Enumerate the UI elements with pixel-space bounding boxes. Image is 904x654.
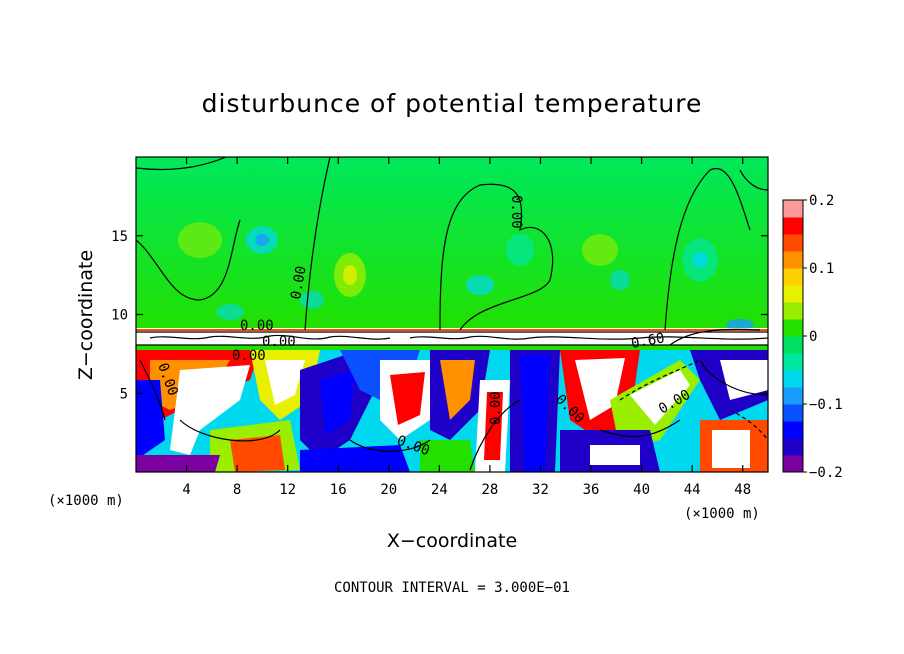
x-tick-label: 48 bbox=[734, 482, 751, 498]
colorbar-tick-label: −0.1 bbox=[809, 397, 843, 413]
x-tick-label: 24 bbox=[431, 482, 448, 498]
y-tick-label: 10 bbox=[111, 308, 128, 324]
colorbar-swatch bbox=[783, 370, 803, 388]
y-tick-label: 5 bbox=[120, 386, 128, 402]
x-tick-label: 8 bbox=[233, 482, 241, 498]
colorbar-swatch bbox=[783, 438, 803, 456]
plot-area: 0.00 0.00 0.00 0.00 0.00 0.00 0.00 0.00 … bbox=[136, 157, 768, 472]
colorbar-swatch bbox=[783, 200, 803, 218]
x-tick-label: 44 bbox=[684, 482, 701, 498]
contour-label: 0.00 bbox=[288, 265, 310, 301]
x-tick-label: 12 bbox=[279, 482, 296, 498]
x-unit-left: (×1000 m) bbox=[48, 493, 124, 509]
colorbar-tick-label: 0.1 bbox=[809, 261, 834, 277]
colorbar-swatch bbox=[783, 217, 803, 235]
y-axis-label: Z−coordinate bbox=[75, 250, 97, 380]
boundary-red-line bbox=[136, 329, 768, 331]
colorbar-tick-label: −0.2 bbox=[809, 465, 843, 481]
colorbar-swatch bbox=[783, 336, 803, 354]
x-tick-label: 36 bbox=[583, 482, 600, 498]
colorbar-swatch bbox=[783, 353, 803, 371]
colorbar-swatch bbox=[783, 302, 803, 320]
boundary-lower-green bbox=[136, 345, 768, 350]
contour-lines bbox=[136, 157, 768, 471]
lower-blobs bbox=[136, 350, 768, 472]
colorbar-swatch bbox=[783, 421, 803, 439]
x-tick-label: 32 bbox=[532, 482, 549, 498]
colorbar-swatch bbox=[783, 285, 803, 303]
colorbar-tick-label: 0.2 bbox=[809, 193, 834, 209]
colorbar-swatch bbox=[783, 404, 803, 422]
x-unit-right: (×1000 m) bbox=[684, 506, 760, 522]
contour-label: 0.00 bbox=[488, 391, 504, 425]
x-tick-label: 4 bbox=[182, 482, 190, 498]
contour-interval-note: CONTOUR INTERVAL = 3.000E−01 bbox=[334, 580, 570, 596]
x-tick-label: 16 bbox=[330, 482, 347, 498]
contour-label: 0.00 bbox=[232, 348, 266, 364]
x-tick-label: 28 bbox=[481, 482, 498, 498]
colorbar-swatch bbox=[783, 319, 803, 337]
colorbar-swatch bbox=[783, 251, 803, 269]
contour-label: 0.00 bbox=[240, 318, 274, 334]
colorbar: 0.2 0.1 0 −0.1 −0.2 bbox=[782, 193, 843, 481]
x-axis-label: X−coordinate bbox=[387, 530, 517, 552]
colorbar-swatch bbox=[783, 268, 803, 286]
contour-label: 0.00 bbox=[262, 334, 296, 350]
upper-layer bbox=[136, 157, 768, 332]
upper-anomalies bbox=[178, 222, 754, 331]
colorbar-swatch bbox=[783, 234, 803, 252]
colorbar-swatch bbox=[783, 455, 803, 473]
colorbar-tick-label: 0 bbox=[809, 329, 817, 345]
chart-title: disturbunce of potential temperature bbox=[202, 89, 703, 118]
contour-label: 0.60 bbox=[630, 330, 666, 352]
contour-label: 0.00 bbox=[508, 195, 524, 229]
x-tick-label: 20 bbox=[380, 482, 397, 498]
x-tick-label: 40 bbox=[633, 482, 650, 498]
colorbar-swatch bbox=[783, 387, 803, 405]
y-tick-label: 15 bbox=[111, 229, 128, 245]
